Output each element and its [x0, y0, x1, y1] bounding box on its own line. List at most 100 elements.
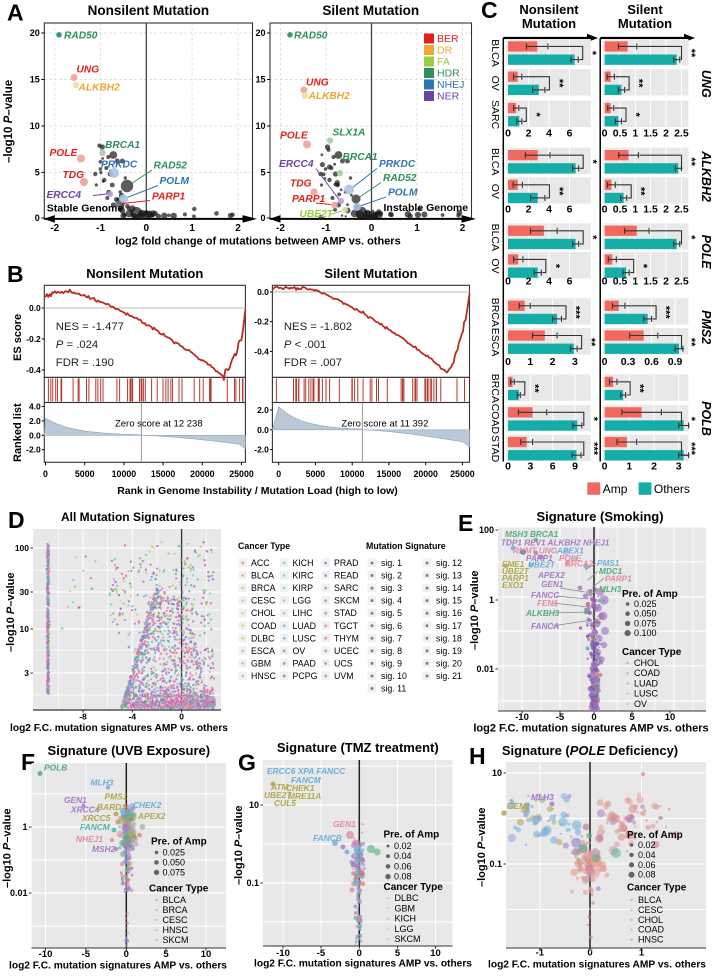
- svg-text:All Mutation Signatures: All Mutation Signatures: [61, 510, 195, 524]
- svg-text:log2 F.C. mutation signatures: log2 F.C. mutation signatures AMP vs. ot…: [10, 723, 228, 734]
- svg-text:POLE: POLE: [280, 131, 309, 142]
- svg-text:5: 5: [260, 167, 265, 177]
- svg-text:MLH3: MLH3: [599, 585, 622, 594]
- svg-text:MSH2: MSH2: [92, 844, 116, 854]
- svg-text:***: ***: [685, 442, 697, 456]
- svg-text:-4: -4: [129, 712, 137, 722]
- svg-text:PARP1: PARP1: [526, 554, 553, 563]
- svg-text:Pre. of Amp: Pre. of Amp: [622, 589, 678, 600]
- svg-text:5: 5: [629, 712, 635, 723]
- svg-text:MSH3 BRCA1: MSH3 BRCA1: [505, 530, 559, 539]
- svg-text:sig. 11: sig. 11: [381, 684, 406, 694]
- svg-text:20: 20: [30, 28, 40, 38]
- svg-text:0.02: 0.02: [638, 840, 656, 850]
- svg-text:UCEC: UCEC: [334, 646, 360, 656]
- svg-text:DLBC: DLBC: [395, 893, 420, 903]
- svg-text:*: *: [685, 235, 697, 240]
- svg-text:0.3: 0.3: [621, 356, 636, 368]
- svg-text:A: A: [7, 0, 24, 26]
- svg-text:KIRC: KIRC: [293, 571, 315, 581]
- svg-text:Signature (TMZ treatment): Signature (TMZ treatment): [277, 740, 439, 755]
- svg-text:SKCM: SKCM: [395, 934, 421, 944]
- svg-text:1: 1: [189, 223, 195, 234]
- svg-text:**: **: [633, 79, 645, 88]
- svg-text:–log10 P–value: –log10 P–value: [5, 573, 17, 653]
- svg-text:BLCA: BLCA: [163, 895, 187, 905]
- svg-text:0.050: 0.050: [163, 857, 186, 867]
- svg-text:CHOL: CHOL: [251, 608, 276, 618]
- svg-text:**: **: [528, 384, 540, 393]
- svg-text:**: **: [685, 49, 697, 58]
- svg-text:–log10 P–value: –log10 P–value: [2, 809, 14, 889]
- svg-text:Pre. of Amp: Pre. of Amp: [151, 837, 207, 848]
- svg-text:4.0: 4.0: [29, 402, 41, 412]
- svg-text:H: H: [469, 743, 486, 769]
- svg-text:UNG: UNG: [699, 70, 712, 98]
- svg-text:0: 0: [505, 461, 511, 473]
- svg-text:0.0: 0.0: [257, 287, 269, 297]
- svg-text:*: *: [637, 264, 649, 269]
- svg-text:0.0: 0.0: [257, 425, 269, 435]
- svg-text:READ: READ: [334, 571, 358, 581]
- svg-text:FANCA: FANCA: [531, 622, 559, 631]
- svg-text:2: 2: [526, 204, 532, 216]
- svg-text:0.075: 0.075: [634, 618, 657, 628]
- svg-text:-1: -1: [322, 223, 331, 234]
- svg-text:20000: 20000: [413, 469, 438, 479]
- svg-text:GEN1: GEN1: [507, 801, 530, 811]
- svg-text:0: 0: [35, 213, 40, 223]
- svg-text:BRCA: BRCA: [489, 298, 501, 327]
- svg-text:Cancer Type: Cancer Type: [149, 884, 209, 895]
- svg-text:Mutation Signature: Mutation Signature: [366, 541, 446, 551]
- svg-text:POLE: POLE: [699, 235, 712, 270]
- svg-text:BLCA: BLCA: [489, 148, 501, 175]
- svg-text:Ranked list: Ranked list: [12, 403, 24, 462]
- svg-text:0: 0: [602, 276, 608, 288]
- svg-text:POLB: POLB: [44, 763, 67, 773]
- svg-text:5: 5: [35, 167, 40, 177]
- svg-text:BLCA: BLCA: [251, 571, 274, 581]
- svg-text:EME1: EME1: [502, 560, 525, 569]
- svg-text:BARD1: BARD1: [97, 802, 126, 812]
- svg-text:-2: -2: [276, 223, 285, 234]
- svg-text:-5: -5: [317, 948, 326, 959]
- svg-text:sig. 17: sig. 17: [436, 621, 462, 631]
- svg-text:5000: 5000: [75, 469, 95, 479]
- svg-text:sig. 21: sig. 21: [436, 671, 462, 681]
- svg-text:Cancer Type: Cancer Type: [384, 882, 444, 893]
- svg-text:***: ***: [660, 306, 672, 320]
- svg-text:log2 F.C. mutation signatures: log2 F.C. mutation signatures AMP vs. ot…: [254, 959, 472, 970]
- svg-text:SLX1A: SLX1A: [333, 128, 366, 139]
- svg-text:Stable Genome: Stable Genome: [47, 203, 124, 215]
- svg-text:1: 1: [527, 356, 533, 368]
- svg-text:Silent: Silent: [627, 2, 663, 17]
- svg-text:10: 10: [255, 121, 265, 131]
- svg-text:TDG: TDG: [290, 179, 312, 190]
- svg-text:-10: -10: [39, 949, 53, 960]
- svg-text:D: D: [8, 507, 25, 533]
- svg-text:BLCA: BLCA: [638, 895, 662, 905]
- svg-text:FANCM: FANCM: [80, 822, 111, 832]
- svg-text:0.5: 0.5: [613, 127, 628, 139]
- svg-text:LGG: LGG: [293, 596, 312, 606]
- svg-text:5: 5: [395, 948, 401, 959]
- svg-text:1: 1: [639, 948, 645, 959]
- svg-text:BRCA2: BRCA2: [565, 560, 594, 569]
- svg-text:0.075: 0.075: [163, 867, 186, 877]
- svg-text:-0.4: -0.4: [254, 346, 269, 356]
- svg-text:-5: -5: [82, 949, 91, 960]
- svg-text:4: 4: [546, 127, 552, 139]
- svg-text:25000: 25000: [450, 469, 475, 479]
- svg-text:*: *: [587, 417, 599, 422]
- svg-text:Rank in Genome Instability / M: Rank in Genome Instability / Mutation Lo…: [117, 485, 398, 497]
- svg-text:-5: -5: [556, 712, 565, 723]
- svg-text:LGG: LGG: [395, 924, 414, 934]
- svg-text:15: 15: [30, 75, 40, 85]
- svg-text:0.6: 0.6: [644, 356, 659, 368]
- svg-text:0: 0: [602, 356, 608, 368]
- svg-text:EXO1: EXO1: [502, 581, 524, 590]
- svg-text:ALKBH2: ALKBH2: [699, 150, 712, 202]
- svg-text:0: 0: [591, 712, 596, 723]
- svg-text:POLE: POLE: [50, 148, 79, 159]
- svg-text:2: 2: [526, 276, 532, 288]
